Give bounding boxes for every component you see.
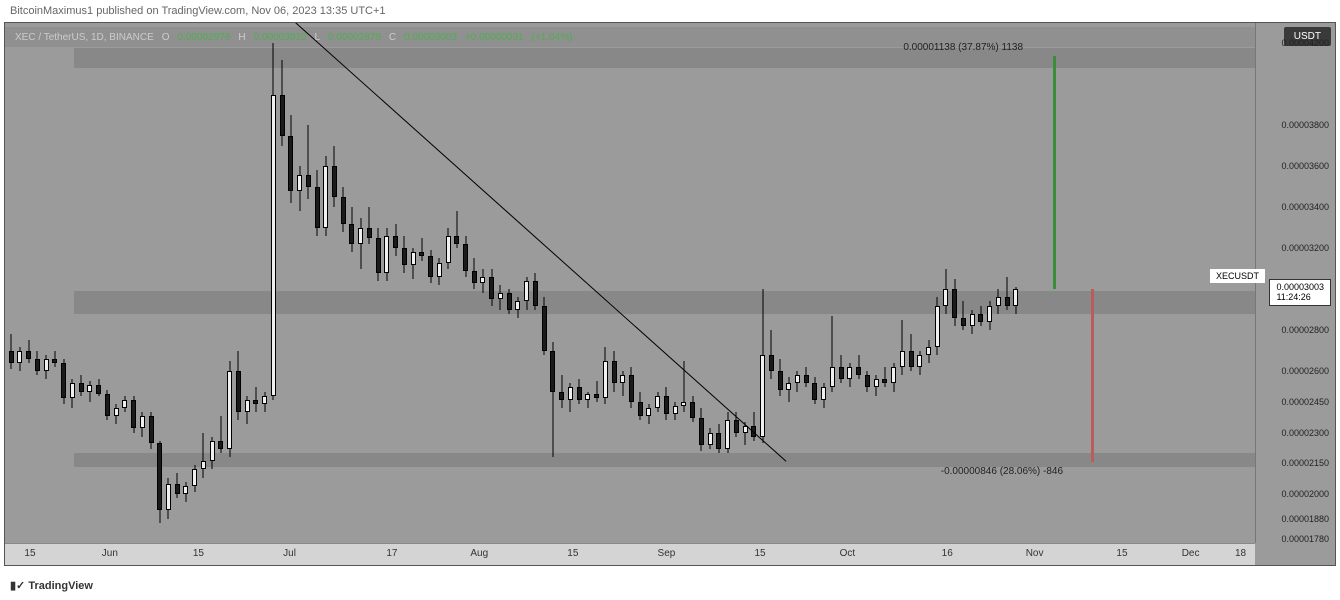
x-tick: Dec (1182, 548, 1200, 559)
measure-down-label: -0.00000846 (28.06%) -846 (941, 466, 1063, 477)
measure-up-label: 0.00001138 (37.87%) 1138 (903, 42, 1023, 53)
y-tick: 0.00001880 (1281, 514, 1329, 524)
x-tick: 18 (1235, 548, 1246, 559)
y-axis[interactable]: USDT 0.000042000.000038000.000036000.000… (1255, 23, 1335, 543)
y-tick: 0.00003600 (1281, 161, 1329, 171)
measure-up-bar (1053, 56, 1056, 289)
logo-icon: ▮✓ (10, 580, 25, 592)
logo-text: TradingView (28, 580, 93, 592)
x-tick: Nov (1026, 548, 1044, 559)
horizontal-zone (74, 291, 1255, 314)
tradingview-logo: ▮✓ TradingView (10, 579, 93, 592)
chart-container[interactable]: XEC / TetherUS, 1D, BINANCE O0.00002976 … (4, 22, 1336, 566)
x-tick: 15 (567, 548, 578, 559)
x-tick: 15 (24, 548, 35, 559)
y-tick: 0.00002000 (1281, 489, 1329, 499)
measure-down-bar (1091, 289, 1094, 462)
current-price-label: 0.0000300311:24:26 (1269, 279, 1331, 307)
x-tick: 15 (193, 548, 204, 559)
horizontal-zone (74, 48, 1255, 68)
y-tick: 0.00002800 (1281, 325, 1329, 335)
x-tick: Jul (283, 548, 296, 559)
x-tick: 17 (386, 548, 397, 559)
x-tick: Jun (102, 548, 118, 559)
y-tick: 0.00003200 (1281, 243, 1329, 253)
y-tick: 0.00003400 (1281, 202, 1329, 212)
x-tick: Sep (658, 548, 676, 559)
y-tick: 0.00004200 (1281, 38, 1329, 48)
x-tick: Oct (840, 548, 856, 559)
y-tick: 0.00001780 (1281, 534, 1329, 544)
y-tick: 0.00002300 (1281, 428, 1329, 438)
publisher-text: BitcoinMaximus1 published on TradingView… (0, 0, 1340, 22)
plot-area[interactable]: 0.00001138 (37.87%) 1138 -0.00000846 (28.… (5, 23, 1255, 543)
x-tick: Aug (470, 548, 488, 559)
y-tick: 0.00002600 (1281, 366, 1329, 376)
y-tick: 0.00002150 (1281, 458, 1329, 468)
x-tick: 15 (754, 548, 765, 559)
y-tick: 0.00002450 (1281, 397, 1329, 407)
x-tick: 16 (942, 548, 953, 559)
x-axis[interactable]: 15 Jun 15 Jul 17 Aug 15 Sep 15 Oct 16 Nov 15 Dec 18 (5, 543, 1255, 565)
y-tick: 0.00003800 (1281, 120, 1329, 130)
horizontal-zone (74, 453, 1255, 467)
pair-label: XECUSDT (1210, 269, 1265, 283)
x-tick: 15 (1116, 548, 1127, 559)
